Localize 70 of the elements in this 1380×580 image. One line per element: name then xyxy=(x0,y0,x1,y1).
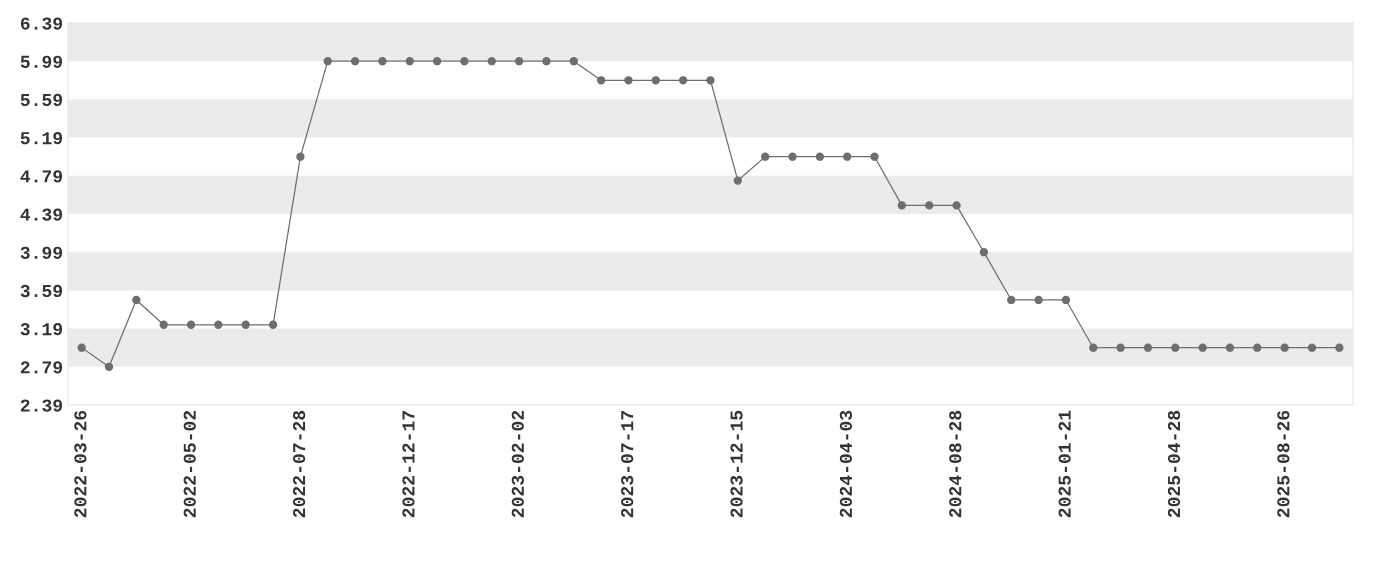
point xyxy=(925,201,934,210)
point xyxy=(870,152,879,161)
x-tick-label: 2022-12-17 xyxy=(402,411,415,518)
point xyxy=(979,248,989,257)
point xyxy=(1007,295,1016,305)
point xyxy=(268,320,278,329)
point xyxy=(1143,343,1153,352)
point xyxy=(733,176,743,185)
point xyxy=(569,57,578,66)
y-tick-label: 6.39 xyxy=(20,17,63,30)
x-tick-label: 2025-04-28 xyxy=(1167,410,1181,518)
y-tick-label: 3.59 xyxy=(20,284,63,298)
point xyxy=(1198,343,1207,352)
point xyxy=(104,362,114,371)
point xyxy=(323,57,332,66)
point xyxy=(761,152,770,161)
x-tick-label: 2022-03-26 xyxy=(74,410,87,518)
x-tick-label: 2022-07-28 xyxy=(292,410,306,518)
point xyxy=(678,76,688,85)
y-tick-label: 5.59 xyxy=(20,93,63,107)
x-tick-label: 2023-02-02 xyxy=(511,410,524,518)
y-tick-label: 2.39 xyxy=(20,399,63,412)
point xyxy=(815,152,825,161)
x-tick-label: 2025-01-21 xyxy=(1058,410,1071,518)
y-tick-label: 4.79 xyxy=(20,170,63,183)
point xyxy=(624,76,633,85)
point xyxy=(1089,343,1098,352)
point xyxy=(1034,295,1043,305)
point xyxy=(897,201,907,210)
point xyxy=(296,152,305,161)
point xyxy=(1225,343,1235,352)
x-tick-label: 2023-07-17 xyxy=(621,411,634,518)
y-tick-label: 3.19 xyxy=(20,323,63,336)
point xyxy=(214,320,223,329)
point xyxy=(350,57,360,66)
y-tick-label: 2.79 xyxy=(20,361,63,374)
point xyxy=(542,57,551,66)
point xyxy=(159,320,168,329)
point xyxy=(1335,343,1344,352)
point xyxy=(514,57,524,66)
point xyxy=(788,152,797,161)
point xyxy=(186,320,196,329)
point xyxy=(405,57,414,66)
point xyxy=(378,57,387,66)
point xyxy=(77,343,86,352)
point xyxy=(1280,343,1289,352)
point xyxy=(460,57,469,66)
point xyxy=(1307,343,1317,352)
point xyxy=(1171,343,1180,352)
x-tick-label: 2024-08-28 xyxy=(949,410,962,518)
point xyxy=(132,295,141,305)
x-tick-label: 2023-12-15 xyxy=(730,410,743,518)
point xyxy=(952,201,961,210)
y-tick-label: 5.19 xyxy=(20,132,63,145)
point xyxy=(596,76,606,85)
y-tick-label: 4.39 xyxy=(20,208,63,221)
point xyxy=(1116,343,1125,352)
x-tick-label: 2025-08-26 xyxy=(1277,410,1290,518)
point xyxy=(706,76,715,85)
y-tick-label: 5.99 xyxy=(20,55,63,68)
y-tick-label: 3.99 xyxy=(20,246,63,259)
point xyxy=(241,320,250,329)
x-tick-label: 2024-04-03 xyxy=(839,410,853,518)
point xyxy=(651,76,660,85)
point xyxy=(843,152,852,161)
point xyxy=(432,57,442,66)
point xyxy=(487,57,496,66)
x-tick-label: 2022-05-02 xyxy=(183,410,196,518)
point xyxy=(1253,343,1262,352)
point xyxy=(1061,295,1071,305)
